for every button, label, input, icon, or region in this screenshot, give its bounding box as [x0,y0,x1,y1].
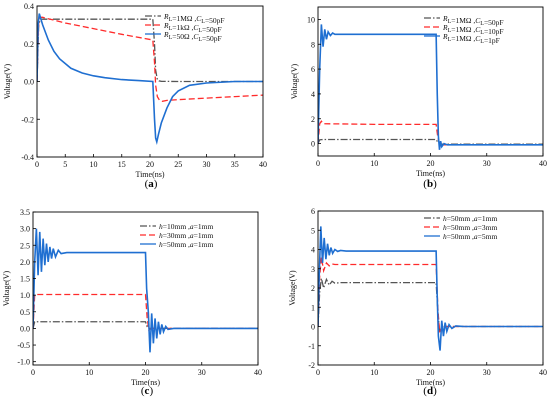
y-tick-label: -1.0 [17,358,30,367]
legend-entry: h=50mm ,a=1mm [443,214,497,223]
chart-panel-4: 0 10 20 30 40 -2 -1 0 1 2 3 4 5 6 Time(ns) Voltage(V) h=… [288,207,547,397]
legend-entry: RL=1MΩ ,CL=50pF [163,12,225,25]
panel-label: (d) [423,385,437,397]
x-tick-label: 30 [198,368,206,377]
y-tick-label: 2 [311,115,315,124]
x-tick-label: 0 [35,160,39,169]
y-tick-label: 0.5 [20,308,30,317]
series-line-3 [318,226,543,351]
x-tick-label: 30 [483,159,491,168]
x-tick-label: 0 [316,368,320,377]
y-axis-label: Voltage(V) [2,270,11,306]
series-line-1 [33,321,258,330]
y-tick-label: 0.4 [24,2,34,11]
y-tick-label: 0.0 [24,78,34,87]
y-tick-label: 2.0 [20,258,30,267]
x-tick-label: 20 [427,159,435,168]
x-tick-label: 25 [174,160,182,169]
legend-entry: RL=50Ω ,CL=50pF [163,30,222,43]
x-tick-label: 10 [85,368,93,377]
x-tick-label: 35 [231,160,239,169]
y-axis-label: Voltage(V) [3,63,12,99]
legend-entry: h=50mm ,a=1mm [159,240,213,249]
y-tick-label: 3.5 [20,208,30,217]
series-line-3 [318,24,543,150]
y-tick-label: -0.4 [21,153,34,162]
panel-label: (b) [423,178,437,190]
x-tick-label: 30 [483,368,491,377]
legend-entry: RL=1MΩ ,CL=50pF [442,14,504,27]
y-tick-label: -0.5 [17,341,30,350]
y-tick-label: 1.5 [20,275,30,284]
chart-panel-2: 0 10 20 30 40 0 2 4 6 8 10 Time(ns) Voltage(V) RL=1MΩ… [290,6,547,190]
x-tick-label: 15 [118,160,126,169]
panel-label: (a) [145,178,158,190]
legend-entry: RL=1MΩ ,CL=1pF [442,32,500,45]
x-axis-label: Time(ns) [131,378,160,387]
y-tick-label: -0.2 [21,115,34,124]
y-tick-label: -1 [308,342,315,351]
y-tick-label: 0 [311,140,315,149]
x-tick-label: 0 [316,159,320,168]
y-axis-label: Voltage(V) [288,270,297,306]
panel-label: (c) [141,385,154,397]
x-axis-label: Time(ns) [416,378,445,387]
x-tick-label: 40 [254,368,262,377]
y-tick-label: -2 [308,361,315,370]
legend-entry: RL=1MΩ ,CL=10pF [442,23,504,36]
y-tick-label: 6 [311,207,315,216]
legend-entry: h=10mm ,a=1mm [159,222,213,231]
series-line-1 [318,277,543,333]
y-tick-label: 2.5 [20,241,30,250]
y-tick-label: 3 [311,265,315,274]
y-tick-label: 1.0 [20,291,30,300]
x-axis-label: Time(ns) [135,170,164,179]
x-tick-label: 20 [427,368,435,377]
x-tick-label: 10 [370,159,378,168]
y-tick-label: 1 [311,303,315,312]
x-tick-label: 20 [142,368,150,377]
series-line-3 [33,228,258,353]
y-tick-label: 4 [311,246,315,255]
y-tick-label: 10 [307,15,315,24]
chart-panel-3: 0 10 20 30 40 -1.0 -0.5 0.0 0.5 1.0 1.5 2.0 2.5 3.0 3.… [2,208,262,397]
x-tick-label: 40 [539,368,547,377]
plot-frame [317,6,544,157]
legend-entry: h=50mm ,a=5mm [443,232,497,241]
plot-frame [317,210,544,366]
legend-entry: h=30mm ,a=1mm [159,231,213,240]
series-line-3 [37,13,263,146]
series-line-2 [318,257,543,333]
y-tick-label: 5 [311,226,315,235]
y-tick-label: 6 [311,65,315,74]
series-line-2 [33,293,258,332]
y-tick-label: 3.0 [20,225,30,234]
x-tick-label: 5 [63,160,67,169]
series-line-1 [318,138,543,145]
legend-entry: h=50mm ,a=3mm [443,223,497,232]
x-tick-label: 40 [539,159,547,168]
y-tick-label: 0.0 [20,324,30,333]
y-tick-label: 0 [311,323,315,332]
x-tick-label: 0 [31,368,35,377]
x-tick-label: 40 [259,160,267,169]
chart-panel-1: 0 5 10 15 20 25 30 35 40 -0.4 -0.2 0.0 0.2 0.4 Time(ns… [3,2,267,190]
x-axis-label: Time(ns) [416,169,445,178]
series-line-2 [318,120,543,146]
y-tick-label: 2 [311,284,315,293]
x-tick-label: 30 [203,160,211,169]
y-tick-label: 8 [311,40,315,49]
x-tick-label: 10 [370,368,378,377]
legend-entry: RL=1kΩ ,CL=50pF [163,21,222,34]
x-tick-label: 20 [146,160,154,169]
y-tick-label: 0.2 [24,40,34,49]
y-axis-label: Voltage(V) [290,63,299,99]
series-line-2 [37,16,263,102]
series-line-1 [37,18,263,83]
y-tick-label: 4 [311,90,315,99]
x-tick-label: 10 [90,160,98,169]
